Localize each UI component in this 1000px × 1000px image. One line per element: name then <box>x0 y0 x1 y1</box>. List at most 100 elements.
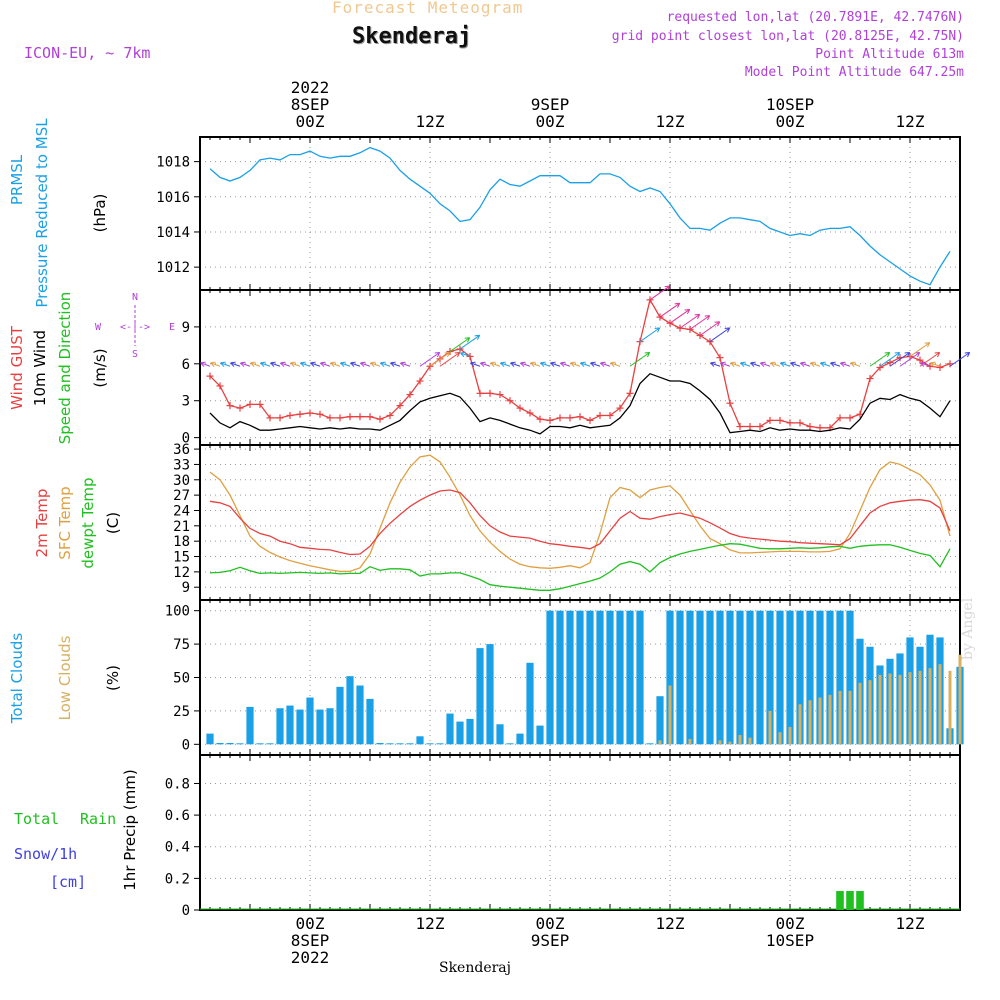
wind-gust-point <box>296 410 304 418</box>
wind-gust-point <box>816 424 824 432</box>
wind-direction-arrow <box>230 361 241 367</box>
wind-gust-point <box>416 377 424 385</box>
wind-direction-arrow <box>770 361 781 367</box>
wind-gust-point <box>556 414 564 422</box>
low-clouds-bar <box>818 697 822 745</box>
total-clouds-bar <box>386 743 394 745</box>
wind-gust-point <box>516 404 524 412</box>
total-clouds-bar <box>806 610 814 745</box>
y-tick-label: 25 <box>173 704 190 720</box>
total-clouds-bar <box>666 610 674 745</box>
wind-gust-point <box>326 414 334 422</box>
panel-frame-wind <box>199 289 961 446</box>
total-clouds-bar <box>496 724 504 745</box>
temp-unit: (C) <box>104 512 122 534</box>
wind-gust-point <box>536 415 544 423</box>
clouds-unit: (%) <box>104 665 122 691</box>
wind-gust-point <box>526 409 534 417</box>
y-tick-label: 30 <box>173 473 190 489</box>
series-prmsl <box>209 146 951 286</box>
wind-direction-arrow <box>800 361 811 367</box>
wind-gust-point <box>246 400 254 408</box>
wind-direction-arrow <box>649 285 671 301</box>
app-title: Forecast Meteogram <box>332 0 524 17</box>
total-clouds-bar <box>416 736 424 745</box>
wind-gust-point <box>366 413 374 421</box>
wind-gust-point <box>766 416 774 424</box>
wind-direction-arrow <box>560 361 571 367</box>
total-clouds-bar <box>746 610 754 745</box>
precip-bar <box>856 891 864 910</box>
total-clouds-bar <box>526 662 534 745</box>
wind-direction-arrow <box>840 361 851 367</box>
wind-gust-point <box>486 389 494 397</box>
total-clouds-bar <box>286 705 294 745</box>
time-label-top: 10SEP <box>766 95 814 114</box>
y-tick-label: 18 <box>173 534 190 550</box>
time-label-bottom: 2022 <box>291 948 330 967</box>
total-clouds-bar <box>436 743 444 745</box>
y-tick-label: 0 <box>182 737 190 753</box>
wind-direction-arrow <box>810 361 821 367</box>
wind-direction-arrow <box>350 361 361 367</box>
total-clouds-bar <box>396 743 404 745</box>
wind-gust-point <box>226 402 234 410</box>
wind-direction-arrow <box>820 361 831 367</box>
y-tick-label: 0.6 <box>165 808 190 824</box>
compass-w: W <box>95 322 102 333</box>
total-clouds-bar <box>506 743 514 745</box>
wind-direction-arrow <box>500 361 511 367</box>
panel-frame-temp <box>199 444 961 601</box>
low-clouds-bar <box>948 670 952 745</box>
compass-e: E <box>169 322 175 333</box>
total-clouds-bar <box>476 648 484 745</box>
total-clouds-bar <box>486 644 494 745</box>
total-clouds-bar <box>696 610 704 745</box>
total-clouds-bar <box>766 610 774 745</box>
low-clouds-bar <box>918 670 922 745</box>
wind-gust-point <box>806 423 814 431</box>
time-label-top: 12Z <box>896 112 925 131</box>
y-tick-label: 24 <box>173 503 190 519</box>
wind-direction-arrow <box>240 361 251 367</box>
y-tick-label: 3 <box>182 394 190 410</box>
total-clouds-bar <box>786 610 794 745</box>
wind-direction-arrow <box>310 361 321 367</box>
low-clouds-bar <box>728 741 732 745</box>
low-clouds-bar <box>798 704 802 745</box>
total-clouds-bar <box>346 676 354 745</box>
temp-sfc-label: SFC Temp <box>56 486 74 559</box>
wind-direction-arrow <box>429 352 451 367</box>
low-clouds-bar <box>898 674 902 745</box>
low-clouds-bar <box>688 738 692 745</box>
wind-gust-point <box>346 413 354 421</box>
total-clouds-bar <box>546 610 554 745</box>
series-10m-wind <box>209 372 951 435</box>
total-clouds-bar <box>296 709 304 745</box>
wind-direction-arrow <box>530 361 541 367</box>
total-clouds-bar <box>646 743 654 745</box>
total-clouds-bar <box>366 698 374 745</box>
wind-direction-arrow <box>830 361 841 367</box>
wind-direction-arrow <box>419 352 441 367</box>
wind-direction-arrow <box>340 361 351 367</box>
time-label-bottom: 00Z <box>776 914 805 933</box>
y-tick-label: 1014 <box>156 225 190 241</box>
y-tick-label: 33 <box>173 457 190 473</box>
time-label-top: 00Z <box>296 112 325 131</box>
gridpoint-coords: grid point closest lon,lat (20.8125E, 42… <box>611 29 964 44</box>
total-clouds-bar <box>586 610 594 745</box>
total-clouds-bar <box>726 610 734 745</box>
wind-gust-point <box>866 375 874 383</box>
total-clouds-bar <box>716 610 724 745</box>
total-clouds-bar <box>816 610 824 745</box>
time-label-bottom: 12Z <box>656 914 685 933</box>
wind-gust-point <box>316 410 324 418</box>
footer-location: Skenderaj <box>439 960 511 976</box>
y-tick-label: 0.8 <box>165 776 190 792</box>
wind-gust-point <box>846 414 854 422</box>
total-clouds-bar <box>626 610 634 745</box>
wind-direction-arrow <box>370 361 381 367</box>
total-clouds-bar <box>676 610 684 745</box>
y-tick-label: 0.2 <box>165 871 190 887</box>
